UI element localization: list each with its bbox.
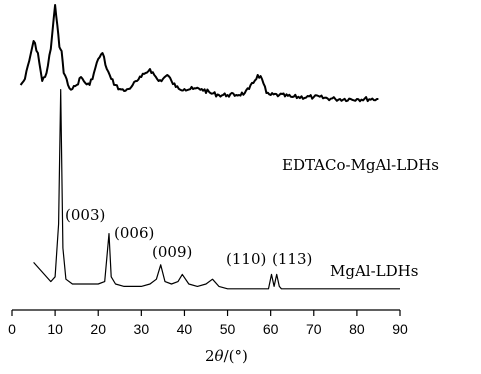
x-tick-label-50: 50 xyxy=(220,321,236,337)
annotation-003: (003) xyxy=(65,206,105,224)
annotation-layer: (003) (006) (009) (110) (113) xyxy=(65,206,312,268)
x-tick-label-10: 10 xyxy=(47,321,63,337)
x-axis-label-var: θ xyxy=(215,347,224,365)
x-tick-label-70: 70 xyxy=(306,321,322,337)
x-axis-label-unit: /(°) xyxy=(224,347,248,365)
x-axis-label: 2θ/(°) xyxy=(205,347,248,365)
series-labels: EDTACo-MgAl-LDHs MgAl-LDHs xyxy=(282,156,439,280)
annotation-110: (110) xyxy=(226,250,266,268)
series-label-mgal: MgAl-LDHs xyxy=(330,262,418,280)
annotation-006: (006) xyxy=(114,224,154,242)
series-line-mgal-ldhs xyxy=(33,89,400,290)
x-tick-label-40: 40 xyxy=(177,321,193,337)
x-axis-ticks: 0 10 20 30 40 50 60 70 80 90 xyxy=(8,310,408,337)
series-label-edtaco: EDTACo-MgAl-LDHs xyxy=(282,156,439,174)
x-tick-label-0: 0 xyxy=(8,321,16,337)
series-line-edtaco-mgal-ldhs xyxy=(19,4,379,103)
x-tick-label-30: 30 xyxy=(134,321,150,337)
annotation-009: (009) xyxy=(152,243,192,261)
annotation-113: (113) xyxy=(272,250,312,268)
x-tick-label-20: 20 xyxy=(90,321,106,337)
x-tick-label-60: 60 xyxy=(263,321,279,337)
x-tick-label-90: 90 xyxy=(392,321,408,337)
x-tick-label-80: 80 xyxy=(349,321,365,337)
x-axis-label-prefix: 2 xyxy=(205,347,215,365)
series-layer xyxy=(19,4,400,290)
